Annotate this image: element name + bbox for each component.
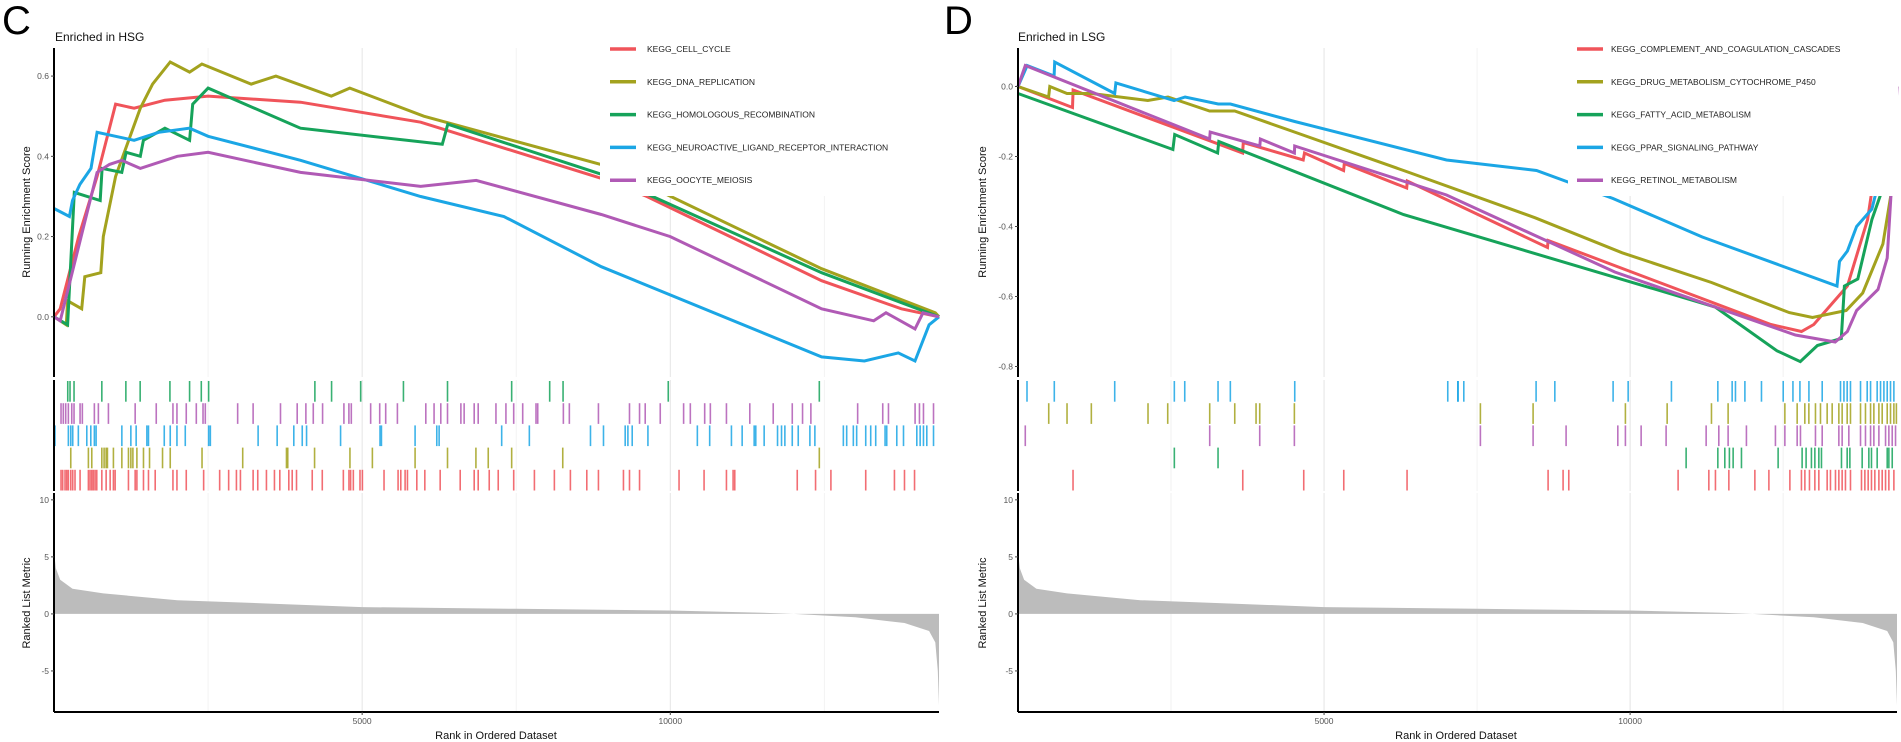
legend-item: KEGG_CELL_CYCLE [610,44,731,54]
es-tick-label: -0.2 [998,152,1013,162]
plot-title: Enriched in LSG [1018,30,1105,44]
legend-label: KEGG_PPAR_SIGNALING_PATHWAY [1611,142,1759,152]
panel-c: C Enriched in HSG Running Enrichment Sco… [2,0,557,742]
hit-ticks-kegg-complement-and-coagulation-cascades [1072,469,1895,491]
legend-label: KEGG_NEUROACTIVE_LIGAND_RECEPTOR_INTERAC… [647,142,888,152]
panel-label: D [944,0,973,43]
metric-tick-label: 10 [1004,495,1014,505]
x-axis-title: Rank in Ordered Dataset [1395,730,1517,742]
hit-ticks-kegg-fatty-acid-metabolism [1173,447,1894,469]
legend-label: KEGG_HOMOLOGOUS_RECOMBINATION [647,110,815,120]
legend: KEGG_COMPLEMENT_AND_COAGULATION_CASCADES… [1568,33,1898,196]
hit-ticks-kegg-cell-cycle [60,469,916,491]
es-curve-kegg-retinol-metabolism [1016,63,1899,344]
es-tick-label: -0.4 [998,222,1013,232]
es-tick-label: 0.2 [37,232,49,242]
hit-ticks-kegg-drug-metabolism-cytochrome-p450 [1047,403,1898,424]
es-tick-label: 0.4 [37,151,49,161]
legend-item: KEGG_HOMOLOGOUS_RECOMBINATION [610,110,815,120]
legend-label: KEGG_FATTY_ACID_METABOLISM [1611,110,1751,120]
x-axis-title: Rank in Ordered Dataset [435,730,557,742]
legend-label: KEGG_RETINOL_METABOLISM [1611,175,1737,185]
es-curve-kegg-drug-metabolism-cytochrome-p450 [1017,84,1899,320]
panel-d: D Enriched in LSG Running Enrichment Sco… [944,0,1517,742]
legend-background [1568,33,1898,196]
legend-label: KEGG_DRUG_METABOLISM_CYTOCHROME_P450 [1611,77,1816,87]
panel-label: C [2,0,31,43]
hit-ticks-kegg-retinol-metabolism [1024,425,1897,447]
es-curve-kegg-homologous-recombination [53,86,940,328]
legend-item: KEGG_DRUG_METABOLISM_CYTOCHROME_P450 [1577,77,1816,87]
metric-tick-label: 0 [1008,609,1013,619]
legend-label: KEGG_OOCYTE_MEIOSIS [647,175,753,185]
es-tick-label: 0.6 [37,71,49,81]
x-tick-label: 10000 [1618,716,1642,726]
legend-background [600,33,935,196]
legend-item: KEGG_OOCYTE_MEIOSIS [610,175,753,185]
x-tick-label: 10000 [658,716,682,726]
metric-tick-label: -5 [41,666,49,676]
hit-ticks-kegg-neuroactive-ligand-receptor-interaction [54,425,935,447]
legend-item: KEGG_COMPLEMENT_AND_COAGULATION_CASCADES [1577,44,1841,54]
legend-item: KEGG_NEUROACTIVE_LIGAND_RECEPTOR_INTERAC… [610,142,888,152]
es-tick-label: -0.6 [998,292,1013,302]
es-tick-label: 0.0 [37,312,49,322]
legend-label: KEGG_COMPLEMENT_AND_COAGULATION_CASCADES [1611,44,1841,54]
legend: KEGG_CELL_CYCLE KEGG_DNA_REPLICATION KEGG_… [600,33,935,196]
metric-tick-label: 5 [1008,552,1013,562]
es-y-axis-title: Running Enrichment Score [21,146,33,277]
ranked-metric-area [1018,551,1897,706]
es-tick-label: -0.8 [998,362,1013,372]
es-y-axis-title: Running Enrichment Score [977,146,989,277]
es-tick-label: 0.0 [1001,82,1013,92]
gsea-plot-C: 0.0 0.2 0.4 0.6 10 5 0 -5 5000 10000 KEGG_CELL_CYC… [37,33,941,726]
legend-label: KEGG_CELL_CYCLE [647,44,731,54]
metric-y-axis-title: Ranked List Metric [21,557,33,649]
legend-item: KEGG_RETINOL_METABOLISM [1577,175,1737,185]
hit-ticks-kegg-dna-replication [69,447,821,469]
metric-y-axis-title: Ranked List Metric [977,557,989,649]
es-curve-kegg-dna-replication [53,60,941,328]
plot-title: Enriched in HSG [55,30,144,44]
hit-ticks-kegg-ppar-signaling-pathway [1026,381,1895,402]
metric-tick-label: -5 [1005,666,1013,676]
legend-label: KEGG_DNA_REPLICATION [647,77,755,87]
legend-item: KEGG_PPAR_SIGNALING_PATHWAY [1577,142,1759,152]
ranked-metric-area [54,551,939,706]
metric-tick-label: 0 [44,609,49,619]
hit-ticks-kegg-oocyte-meiosis [60,403,935,424]
metric-tick-label: 10 [40,495,50,505]
metric-tick-label: 5 [44,552,49,562]
es-curve-kegg-oocyte-meiosis [53,150,940,331]
gsea-plot-D: 0.0 -0.2 -0.4 -0.6 -0.8 10 5 0 -5 5000 10000 KEGG_C… [998,33,1899,726]
es-curve-kegg-neuroactive-ligand-receptor-interaction [53,126,940,364]
x-tick-label: 5000 [1315,716,1334,726]
hit-ticks-kegg-homologous-recombination [66,381,821,402]
x-tick-label: 5000 [353,716,372,726]
legend-item: KEGG_DNA_REPLICATION [610,77,755,87]
legend-item: KEGG_FATTY_ACID_METABOLISM [1577,110,1751,120]
